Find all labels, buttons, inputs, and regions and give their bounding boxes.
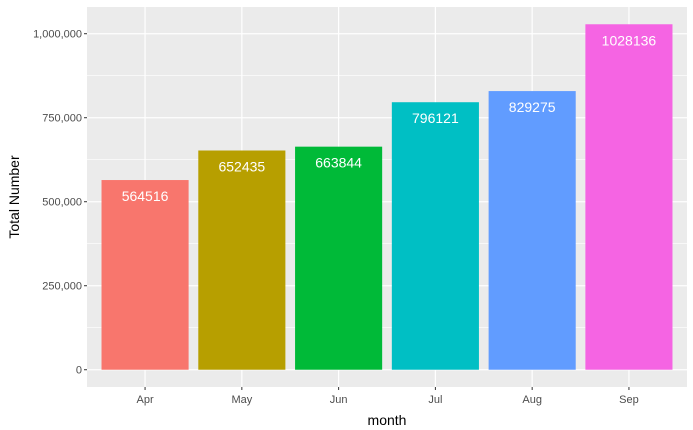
- data-label: 1028136: [602, 32, 657, 48]
- data-label: 663844: [315, 155, 362, 171]
- data-label: 652435: [218, 159, 265, 175]
- x-axis-title: month: [368, 412, 407, 428]
- data-label: 796121: [412, 110, 459, 126]
- x-tick-label: Jul: [428, 394, 442, 406]
- y-tick-label: 1,000,000: [33, 29, 82, 41]
- y-axis: 0 250,000 500,000 750,000 1,000,000: [33, 29, 87, 377]
- bar-jun: [295, 146, 383, 370]
- y-tick-label: 750,000: [42, 113, 82, 125]
- bar-may: [198, 150, 286, 370]
- x-tick-label: May: [231, 394, 252, 406]
- bar-aug: [488, 91, 576, 370]
- y-tick-label: 500,000: [42, 197, 82, 209]
- x-tick-label: Apr: [137, 394, 154, 406]
- y-tick-label: 250,000: [42, 281, 82, 293]
- bar-labels: 564516 652435 663844 796121 829275 1028136: [122, 32, 657, 204]
- x-tick-label: Aug: [522, 394, 542, 406]
- data-label: 829275: [509, 99, 556, 115]
- x-tick-label: Sep: [619, 394, 639, 406]
- y-tick-label: 0: [76, 365, 82, 377]
- bar-apr: [101, 180, 189, 370]
- bar-jul: [391, 102, 479, 370]
- bar-sep: [585, 24, 673, 370]
- bars: [101, 24, 673, 370]
- x-axis: Apr May Jun Jul Aug Sep: [137, 387, 639, 406]
- y-axis-title: Total Number: [6, 155, 22, 239]
- data-label: 564516: [122, 188, 169, 204]
- x-tick-label: Jun: [330, 394, 348, 406]
